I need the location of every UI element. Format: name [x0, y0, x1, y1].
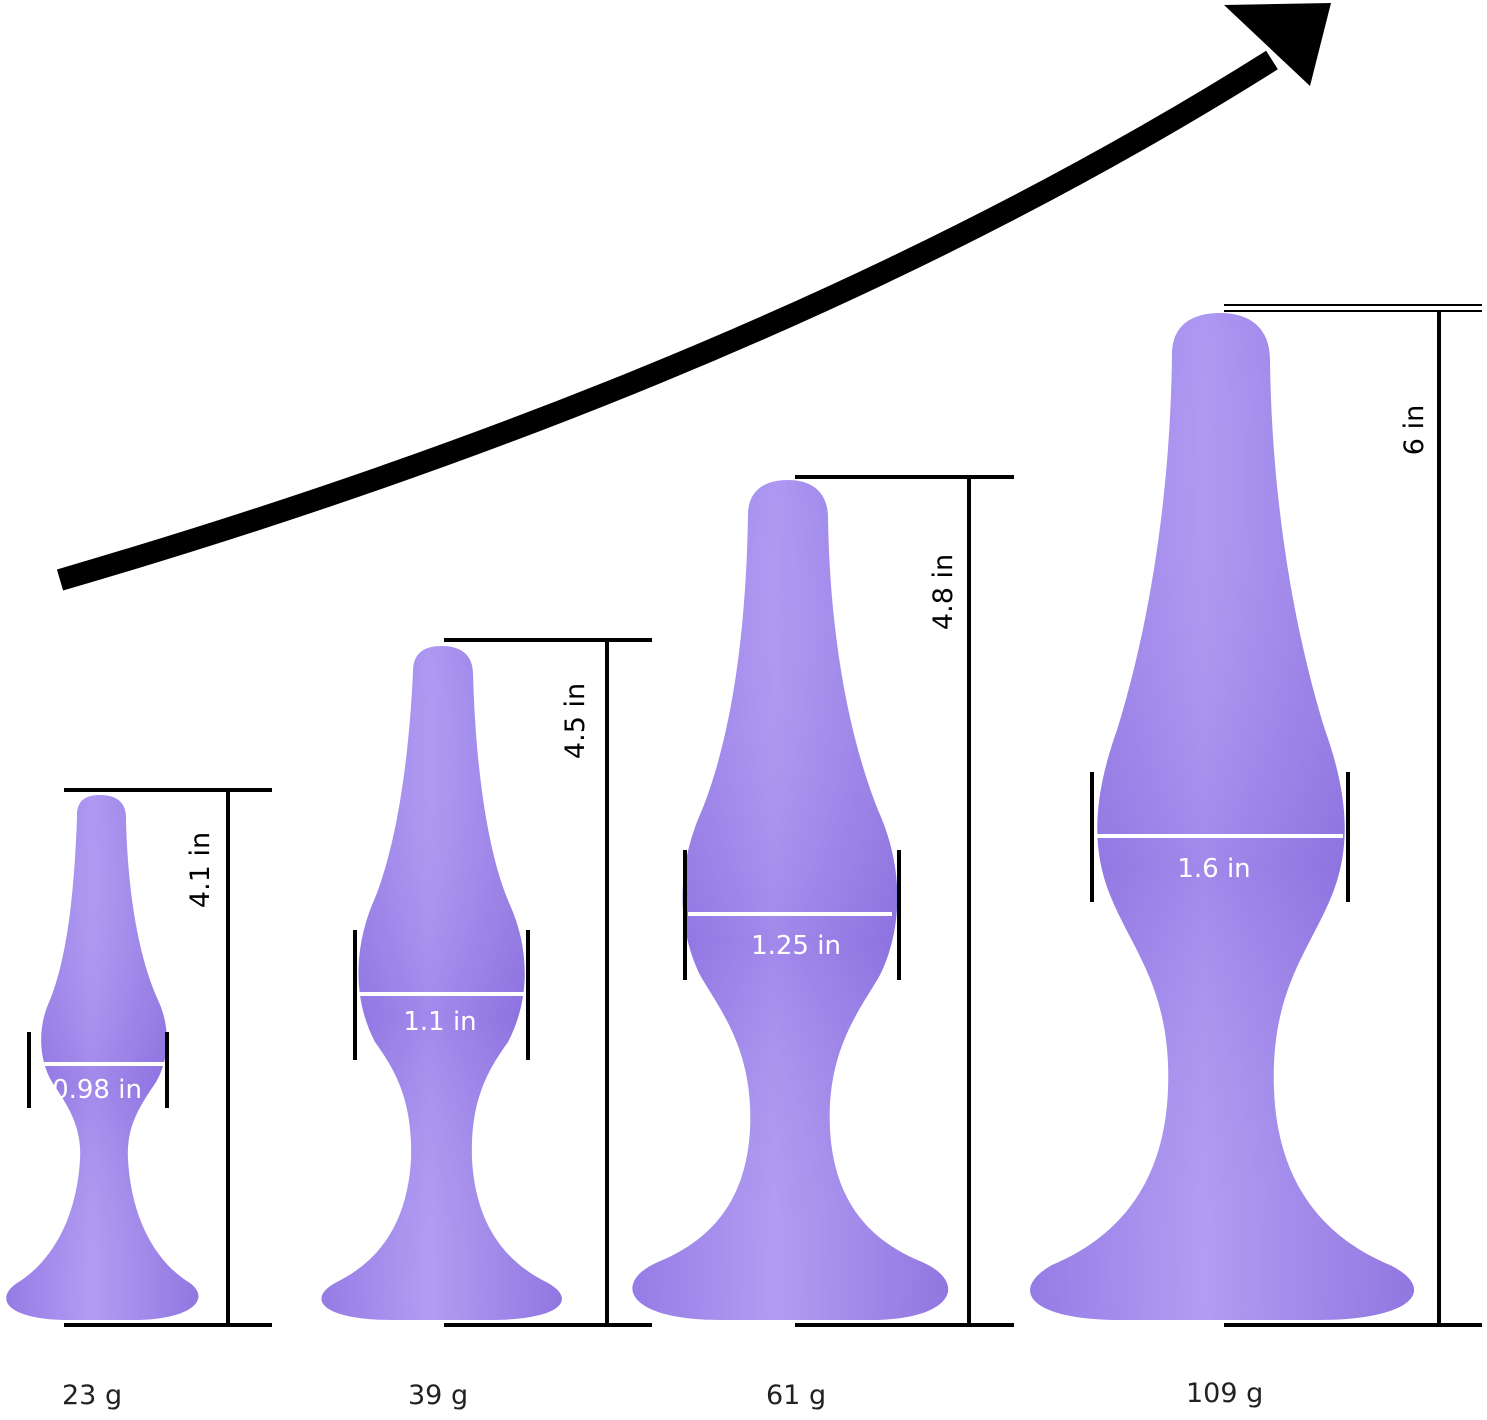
item-4	[1030, 304, 1482, 1327]
item-3-height-label: 4.8 in	[928, 554, 959, 630]
item-2	[321, 638, 652, 1327]
item-4-width-label: 1.6 in	[1177, 854, 1250, 884]
item-3-width-label: 1.25 in	[751, 931, 841, 961]
growth-arrow-icon	[56, 3, 1331, 591]
item-2-height-label: 4.5 in	[560, 683, 591, 759]
item-1	[6, 788, 272, 1327]
item-1-height-label: 4.1 in	[185, 832, 216, 908]
item-3	[632, 475, 1014, 1327]
item-1-weight-label: 23 g	[62, 1380, 123, 1411]
item-2-width-label: 1.1 in	[403, 1007, 476, 1037]
item-1-width-label: 0.98 in	[52, 1075, 142, 1105]
item-2-weight-label: 39 g	[408, 1380, 469, 1411]
item-4-height-label: 6 in	[1399, 405, 1430, 455]
item-3-weight-label: 61 g	[766, 1380, 827, 1411]
item-4-weight-label: 109 g	[1186, 1378, 1264, 1409]
